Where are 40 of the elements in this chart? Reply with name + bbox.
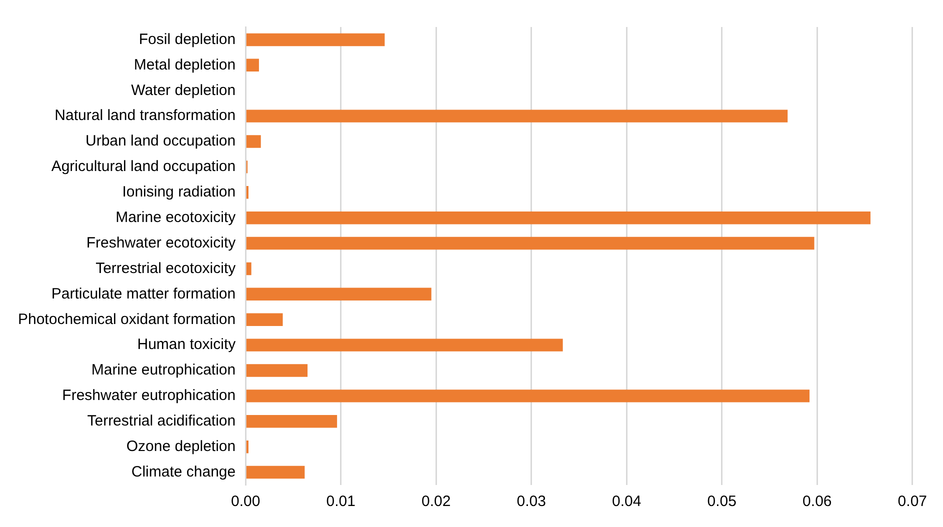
y-tick-label: Water depletion — [131, 82, 236, 99]
bar — [246, 313, 283, 326]
y-tick-label: Terrestrial ecotoxicity — [96, 260, 236, 277]
x-tick-label: 0.05 — [707, 493, 736, 510]
y-tick-label: Terrestrial acidification — [87, 412, 236, 430]
bar — [246, 288, 432, 301]
bar — [246, 211, 870, 224]
bar — [246, 236, 814, 250]
x-tick-label: 0.03 — [516, 493, 546, 510]
x-tick-label: 0.07 — [898, 493, 928, 510]
x-tick-label: 0.06 — [802, 493, 832, 510]
y-tick-label: Metal depletion — [134, 56, 236, 74]
y-tick-label: Agricultural land occupation — [51, 158, 236, 176]
bar — [246, 338, 563, 352]
bar — [246, 262, 252, 276]
y-tick-label: Urban land occupation — [86, 132, 236, 150]
bar — [246, 135, 261, 148]
x-tick-label: 0.02 — [422, 493, 451, 510]
bar — [246, 58, 259, 72]
y-tick-label: Photochemical oxidant formation — [18, 310, 236, 328]
x-tick-label: 0.01 — [326, 493, 356, 510]
y-tick-label: Climate change — [131, 463, 236, 480]
y-tick-label: Freshwater ecotoxicity — [86, 234, 236, 252]
bar — [246, 415, 338, 428]
bar — [246, 33, 385, 46]
y-tick-label: Human toxicity — [137, 336, 236, 354]
y-tick-label: Fosil depletion — [138, 30, 236, 48]
y-tick-label: Marine ecotoxicity — [116, 208, 236, 226]
bar — [246, 390, 810, 402]
y-tick-label: Natural land transformation — [54, 107, 236, 124]
y-tick-label: Ozone depletion — [126, 438, 236, 455]
bar — [246, 364, 308, 377]
y-tick-label: Ionising radiation — [122, 184, 236, 201]
bar — [246, 466, 305, 479]
y-tick-label: Freshwater eutrophication — [62, 387, 236, 404]
x-tick-label: 0.04 — [612, 493, 642, 510]
y-tick-label: Marine eutrophication — [91, 362, 236, 379]
bar — [246, 110, 788, 122]
y-tick-label: Particulate matter formation — [51, 285, 236, 302]
x-tick-label: 0.00 — [231, 493, 260, 510]
